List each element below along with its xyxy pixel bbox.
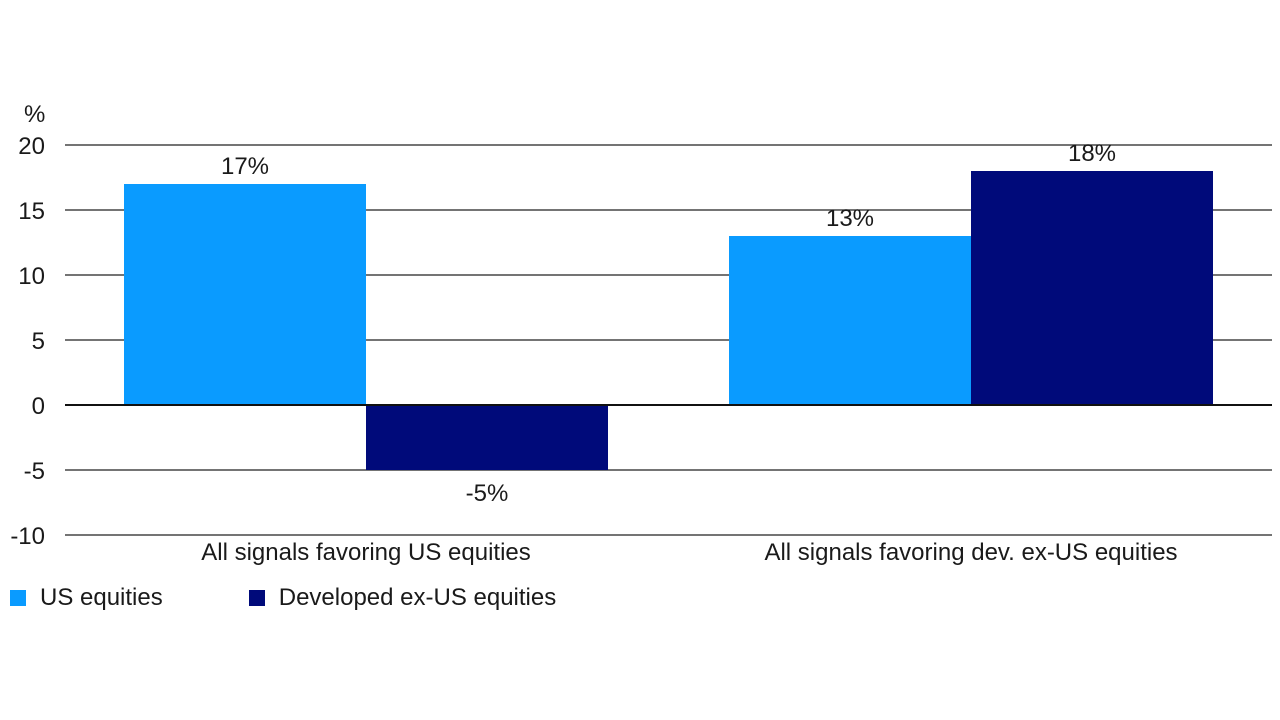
legend-label-developed-ex-us-equities: Developed ex-US equities: [278, 584, 557, 611]
legend: US equities Developed ex-US equities: [10, 584, 642, 612]
y-tick-label: 0: [32, 393, 45, 420]
y-axis-ticks: 20 15 10 5 0 -5 -10: [10, 133, 45, 550]
y-tick-label: 15: [18, 198, 45, 225]
category-label: All signals favoring dev. ex-US equities: [764, 539, 1177, 566]
bars: [124, 171, 1213, 470]
legend-label-us-equities: US equities: [40, 584, 163, 611]
legend-swatch-developed-ex-us-equities: [248, 590, 265, 606]
y-tick-label: -10: [10, 523, 45, 550]
bar: [124, 184, 366, 405]
data-label: 17%: [221, 153, 269, 180]
category-labels: All signals favoring US equities All sign…: [201, 539, 1177, 566]
legend-item-us-equities: US equities: [10, 584, 163, 612]
data-label: 13%: [826, 205, 874, 232]
category-label: All signals favoring US equities: [201, 539, 531, 566]
data-labels: 17% 13% -5% 18%: [221, 140, 1116, 507]
bar: [971, 171, 1213, 405]
y-tick-label: 10: [18, 263, 45, 290]
y-tick-label: 5: [32, 328, 45, 355]
y-axis-unit-label: %: [24, 101, 45, 128]
y-tick-label: 20: [18, 133, 45, 160]
legend-swatch-us-equities: [10, 590, 26, 606]
data-label: -5%: [466, 480, 509, 507]
bar: [366, 405, 608, 470]
y-tick-label: -5: [24, 458, 45, 485]
bar: [729, 236, 971, 405]
data-label: 18%: [1068, 140, 1116, 167]
legend-item-developed-ex-us-equities: Developed ex-US equities: [248, 584, 557, 612]
